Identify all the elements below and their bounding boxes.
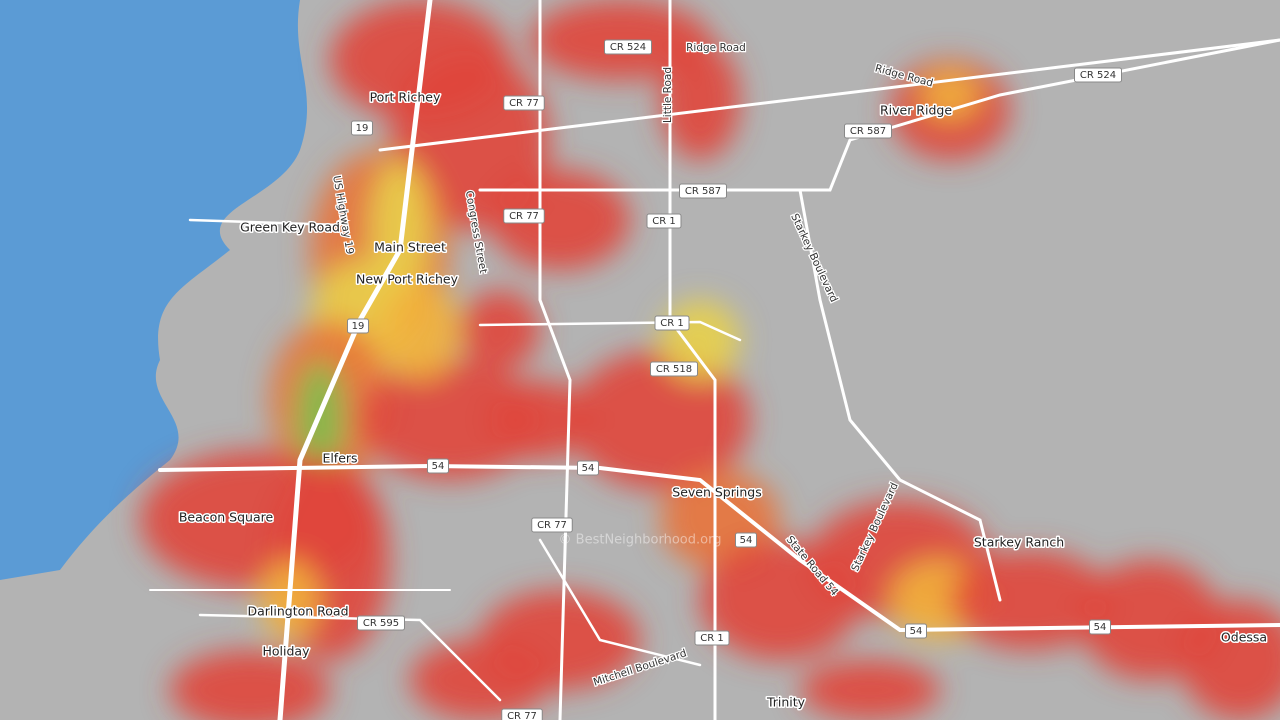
road-shield-label: 54 (910, 626, 923, 637)
road-shield-label: CR 518 (656, 364, 692, 375)
heat-zone (660, 40, 740, 160)
road-shield-label: 54 (432, 461, 445, 472)
road-label: Little Road (662, 67, 674, 123)
road-shield (503, 208, 545, 224)
road-shield-label: CR 77 (509, 98, 539, 109)
road-shield (679, 183, 727, 199)
road-shield (503, 95, 545, 111)
heat-zone (950, 550, 1110, 650)
place-label: River Ridge (880, 103, 952, 118)
heat-zone (800, 660, 940, 720)
road-shield (357, 615, 405, 631)
road-shield-label: CR 1 (652, 216, 675, 227)
place-label: Main Street (374, 240, 446, 255)
road-shield (650, 361, 698, 377)
road-shield (646, 213, 682, 229)
road-shield-label: CR 587 (685, 186, 721, 197)
heat-zone (460, 290, 540, 370)
road-shield-label: 54 (740, 535, 753, 546)
place-label: Darlington Road (247, 604, 348, 619)
heat-zone (490, 170, 630, 270)
road-shield (501, 708, 543, 720)
heat-layer (140, 0, 1280, 720)
heat-zone (360, 360, 540, 480)
place-label: Trinity (766, 695, 806, 710)
road-shield (844, 123, 892, 139)
road-shield-label: 54 (582, 463, 595, 474)
road-shield-label: 19 (356, 123, 369, 134)
road-shield-label: CR 524 (610, 42, 646, 53)
road-shield (694, 630, 730, 646)
water (0, 0, 308, 580)
road-shield (654, 315, 690, 331)
place-label: Holiday (263, 644, 311, 659)
road-shield (427, 458, 449, 474)
road-shield (577, 460, 599, 476)
road-label: Ridge Road (686, 42, 746, 54)
road-shield-label: CR 77 (509, 211, 539, 222)
road-shield-label: CR 587 (850, 126, 886, 137)
road-shield (1089, 619, 1111, 635)
road-shield-label: CR 77 (537, 520, 567, 531)
road-shield (347, 318, 369, 334)
road-shield-label: 19 (352, 321, 365, 332)
place-label: Elfers (322, 451, 357, 466)
road-shield-label: 54 (1094, 622, 1107, 633)
road-shield (1074, 67, 1122, 83)
place-label: Seven Springs (672, 485, 761, 500)
road-shield (531, 517, 573, 533)
road-shield-label: CR 1 (660, 318, 683, 329)
watermark: © BestNeighborhood.org (559, 533, 722, 548)
heat-zone (1180, 600, 1280, 720)
road-shield-label: CR 595 (363, 618, 399, 629)
road-shield-label: CR 77 (507, 711, 537, 720)
heat-zone (170, 650, 330, 720)
heat-zone (380, 280, 460, 380)
heat-zone (570, 350, 750, 490)
road-shield-label: CR 1 (700, 633, 723, 644)
place-label: Port Richey (370, 90, 441, 105)
place-label: Starkey Ranch (974, 535, 1064, 550)
road-shield (351, 120, 373, 136)
road-shield (905, 623, 927, 639)
place-label: Green Key Road (240, 220, 340, 235)
road-shield (604, 39, 652, 55)
heat-zone (490, 380, 590, 460)
place-label: Odessa (1221, 630, 1267, 645)
place-label: New Port Richey (356, 272, 459, 287)
road-shield (735, 532, 757, 548)
place-label: Beacon Square (179, 510, 274, 525)
road-shield-label: CR 524 (1080, 70, 1116, 81)
